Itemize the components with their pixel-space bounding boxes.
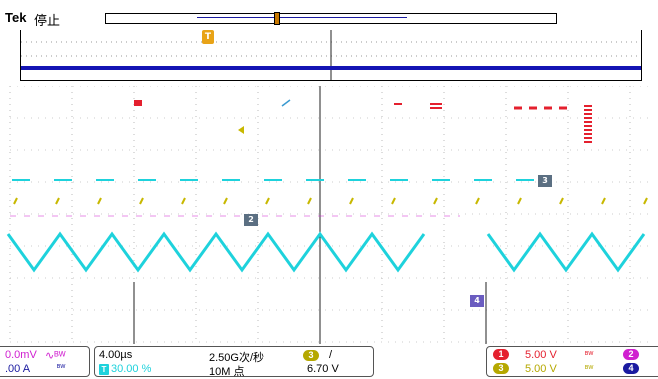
overview-graticule — [21, 30, 641, 80]
ch-cyan-trace-left — [6, 231, 426, 273]
cyan-slash — [281, 99, 291, 107]
readout-bar: 0.0mV ∿ᴮᵂ .00 A ᴮᵂ 4.00µs T 30.00 % 2.50… — [0, 346, 658, 379]
yellow-tick — [475, 197, 480, 205]
channel-scale-readout[interactable]: 1 5.00 V ᴮᵂ 2 3 5.00 V ᴮᵂ 4 — [486, 346, 658, 377]
ch1-marker — [134, 100, 142, 106]
ch1-badge: 1 — [493, 349, 509, 360]
yellow-tick — [601, 197, 606, 205]
horizontal-scale: 4.00µs — [99, 349, 133, 361]
record-view-bar[interactable] — [105, 13, 557, 24]
yellow-tick — [181, 197, 186, 205]
ch3-arrow-marker — [238, 126, 244, 134]
zoom-overview-panel — [20, 30, 642, 81]
ch3-bandwidth-icon: ᴮᵂ — [585, 364, 594, 373]
channel-readout-left[interactable]: 0.0mV ∿ᴮᵂ .00 A ᴮᵂ — [0, 346, 90, 377]
record-position-marker[interactable] — [274, 12, 280, 25]
waveform-display: 3 2 4 — [0, 86, 658, 344]
ch2-volts-readout: 0.0mV — [5, 349, 37, 361]
yellow-tick — [433, 197, 438, 205]
yellow-tick — [307, 197, 312, 205]
record-length: 10M 点 — [209, 366, 245, 378]
yellow-tick — [223, 197, 228, 205]
yellow-tick — [349, 197, 354, 205]
yellow-tick — [517, 197, 522, 205]
bandwidth-limit-icon: ∿ᴮᵂ — [45, 350, 66, 362]
acquisition-status: 停止 — [34, 14, 61, 29]
ch4-ground-marker[interactable]: 4 — [470, 295, 484, 307]
waveform-graticule — [6, 86, 650, 344]
yellow-tick — [265, 197, 270, 205]
trigger-position-badge: T — [99, 364, 109, 375]
yellow-tick — [643, 197, 648, 205]
trigger-source-badge: 3 — [303, 350, 319, 361]
trigger-position-icon[interactable]: T — [202, 30, 214, 44]
yellow-tick — [55, 197, 60, 205]
bandwidth-icon: ᴮᵂ — [57, 363, 66, 372]
timebase-readout[interactable]: 4.00µs T 30.00 % 2.50G次/秒 10M 点 3 / 6.70… — [94, 346, 374, 378]
sample-rate: 2.50G次/秒 — [209, 352, 265, 364]
top-status-bar: Tek 停止 — [0, 0, 658, 30]
yellow-tick — [13, 197, 18, 205]
yellow-tick — [559, 197, 564, 205]
ch2-badge: 2 — [623, 349, 639, 360]
yellow-tick — [139, 197, 144, 205]
trigger-position-readout: 30.00 % — [111, 363, 152, 375]
ch1-bandwidth-icon: ᴮᵂ — [585, 350, 594, 359]
yellow-tick — [97, 197, 102, 205]
ch1-scale: 5.00 V — [525, 349, 557, 361]
record-view-window — [197, 17, 407, 18]
yellow-tick — [391, 197, 396, 205]
ch4-badge: 4 — [623, 363, 639, 374]
ch3-badge: 3 — [493, 363, 509, 374]
ch3-ground-marker[interactable]: 3 — [538, 175, 552, 187]
ch4-amps-readout: .00 A — [5, 363, 31, 375]
ch-cyan-trace-right — [486, 231, 646, 273]
brand-logo: Tek — [5, 10, 27, 25]
ch2-ground-marker[interactable]: 2 — [244, 214, 258, 226]
trigger-level: 6.70 V — [307, 363, 339, 375]
ch3-scale: 5.00 V — [525, 363, 557, 375]
trigger-slope: / — [329, 349, 333, 361]
